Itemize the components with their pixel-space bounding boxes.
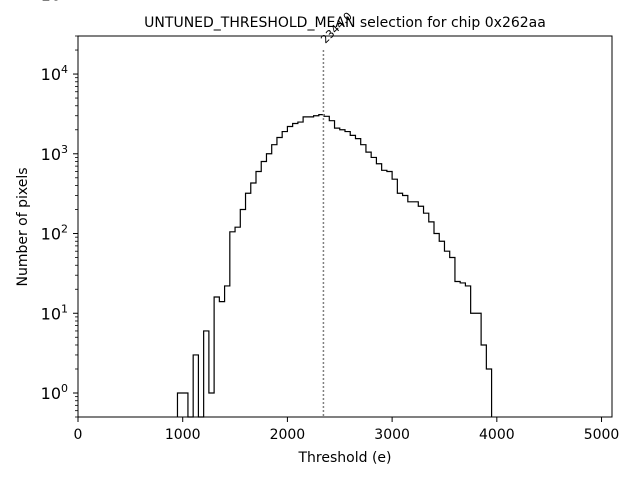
y-tick-label: 102 (41, 223, 68, 244)
series-layer (176, 114, 493, 418)
x-axis-label: Threshold (e) (298, 450, 392, 466)
y-axis-label: Number of pixels (15, 167, 31, 286)
y-tick-label: 105 (41, 0, 68, 4)
x-tick-label: 2000 (270, 427, 306, 443)
y-ticks: 100 101 102 103 104 105 (41, 0, 78, 418)
x-tick-label: 1000 (165, 427, 201, 443)
histogram-step (176, 114, 493, 418)
x-tick-label: 4000 (479, 427, 515, 443)
x-tick-label: 0 (74, 427, 83, 443)
x-tick-label: 5000 (584, 427, 620, 443)
y-tick-label: 101 (41, 302, 68, 323)
y-tick-label: 104 (41, 63, 68, 84)
plot-frame (77, 35, 613, 418)
y-tick-label: 103 (41, 143, 68, 164)
y-tick-label: 100 (41, 382, 68, 403)
x-tick-label: 3000 (374, 427, 410, 443)
x-ticks: 0 1000 2000 3000 4000 5000 (74, 417, 620, 443)
chart-title: UNTUNED_THRESHOLD_MEAN selection for chi… (144, 15, 546, 31)
